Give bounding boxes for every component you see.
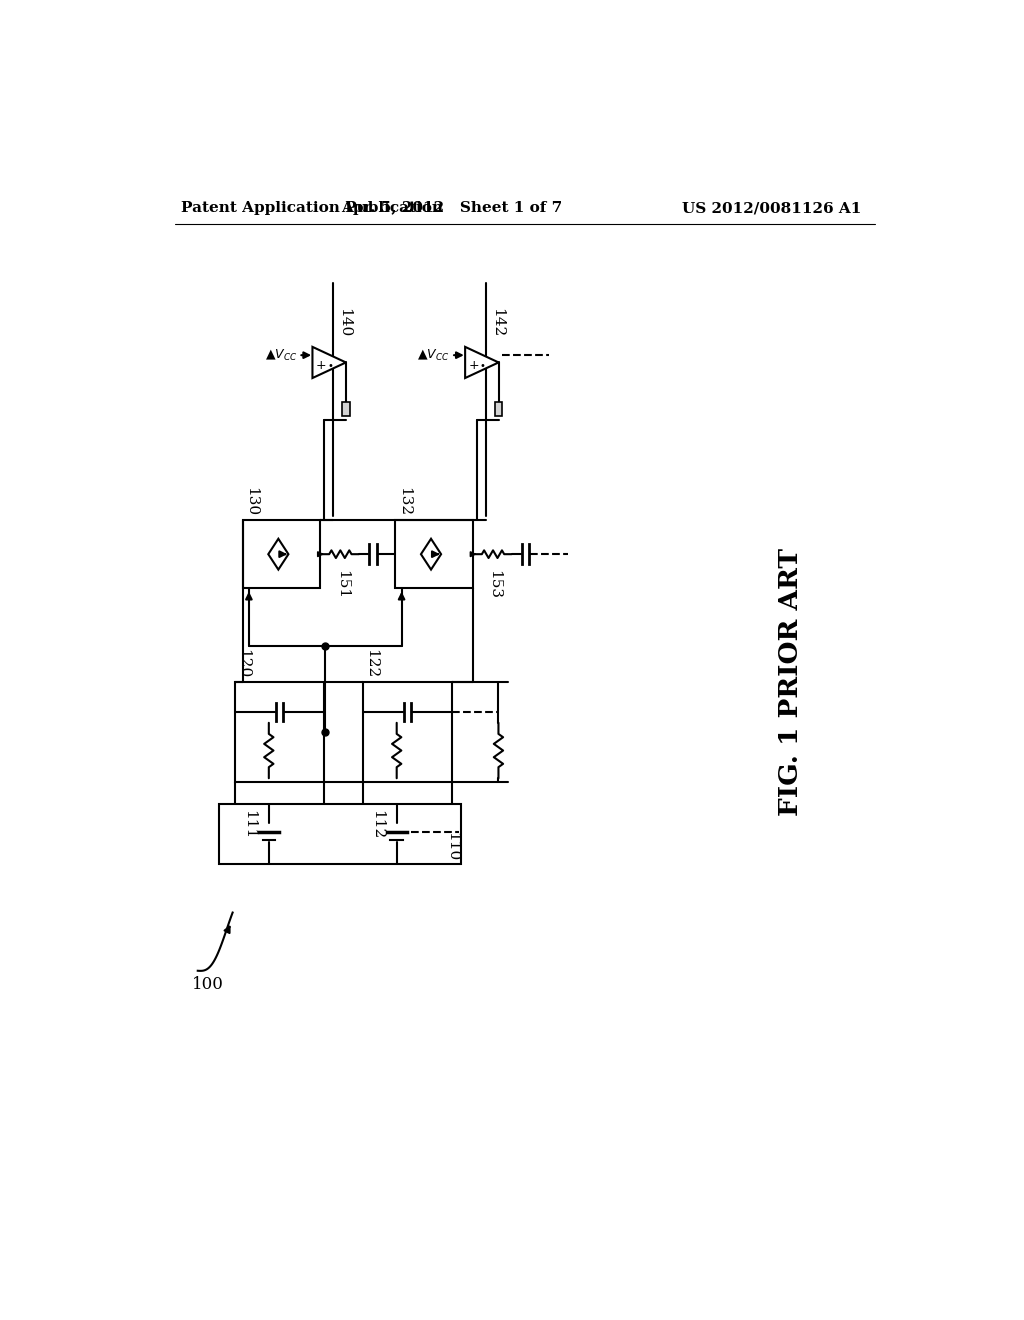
Text: 100: 100 — [191, 977, 223, 993]
Text: 122: 122 — [365, 649, 379, 678]
Bar — [362, 682, 452, 781]
Text: $▲V_{CC}$: $▲V_{CC}$ — [264, 347, 297, 363]
Text: 153: 153 — [487, 570, 502, 598]
Polygon shape — [421, 539, 441, 570]
Text: 110: 110 — [444, 832, 459, 862]
Bar — [395, 520, 473, 589]
Text: •: • — [328, 360, 333, 371]
Text: 140: 140 — [337, 309, 351, 338]
Polygon shape — [312, 347, 346, 378]
Text: 151: 151 — [335, 570, 349, 599]
Bar — [342, 403, 350, 416]
Text: Patent Application Publication: Patent Application Publication — [180, 202, 442, 215]
Text: US 2012/0081126 A1: US 2012/0081126 A1 — [682, 202, 861, 215]
Text: +: + — [315, 359, 326, 372]
Text: Apr. 5, 2012   Sheet 1 of 7: Apr. 5, 2012 Sheet 1 of 7 — [341, 202, 562, 215]
Text: 142: 142 — [489, 309, 504, 338]
Text: 120: 120 — [237, 649, 251, 678]
Text: FIG. 1 PRIOR ART: FIG. 1 PRIOR ART — [778, 548, 803, 816]
Polygon shape — [268, 539, 289, 570]
Text: $▲V_{CC}$: $▲V_{CC}$ — [417, 347, 450, 363]
Bar — [219, 804, 461, 863]
Text: +: + — [468, 359, 479, 372]
Text: 130: 130 — [245, 487, 258, 516]
Bar — [234, 682, 324, 781]
Text: 112: 112 — [371, 810, 384, 840]
Polygon shape — [465, 347, 499, 378]
Text: •: • — [480, 360, 485, 371]
Text: 132: 132 — [397, 487, 411, 516]
Text: 111: 111 — [243, 810, 256, 840]
Bar — [243, 520, 321, 589]
Bar — [495, 403, 503, 416]
